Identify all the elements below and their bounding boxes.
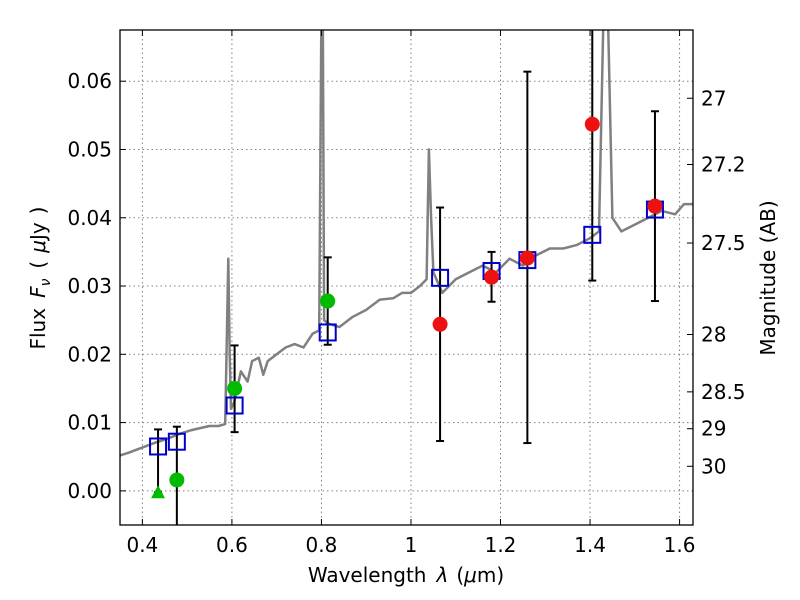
red-point-1 [484,269,500,285]
y-tick-label-6: 0.06 [67,69,112,93]
x-tick-label-0: 0.4 [126,533,158,557]
plot-frame [119,29,694,526]
y-tick-label-5: 0.05 [67,137,112,161]
model-square-0 [149,437,168,456]
spectrum-line [120,30,693,457]
y-axis-title: FluxFν(μJy) [26,206,54,349]
x-tick-label-5: 1.4 [574,533,606,557]
red-point-3 [584,116,600,132]
x-tick-label-4: 1.2 [485,533,517,557]
y-tick-label-4: 0.04 [67,206,112,230]
y2-tick-label-1: 27.2 [701,153,746,177]
y2-axis-title: Magnitude (AB) [756,200,780,355]
red-point-2 [519,250,535,266]
x-tick-label-1: 0.6 [216,533,248,557]
green-point-1 [227,380,243,396]
y-tick-label-2: 0.02 [67,342,112,366]
x-tick-label-3: 1 [405,533,418,557]
y2-tick-label-3: 28 [701,323,726,347]
x-tick-label-6: 1.6 [664,533,696,557]
model-square-7 [583,225,602,244]
y2-tick-label-0: 27 [701,86,726,110]
grid [120,30,693,525]
spectrum-series [120,30,693,457]
ticks: 0.4 0.6 0.8 1 1.2 1.4 1.6 0.00 0.01 0.02 0.03 0.04 0… [67,30,746,557]
markers [149,116,664,499]
y2-tick-label-4: 28.5 [701,380,746,404]
model-square-4 [431,268,450,287]
y2-tick-label-5: 29 [701,417,726,441]
x-tick-label-2: 0.8 [306,533,338,557]
model-square-2 [225,396,244,415]
model-square-1 [167,432,186,451]
green-point-2 [320,293,336,309]
green-point-0 [169,472,185,488]
y2-tick-label-2: 27.5 [701,231,746,255]
x-axis-title: Wavelength λ (μm) [308,563,504,587]
y2-tick-label-6: 30 [701,454,726,478]
y-tick-label-0: 0.00 [67,479,112,503]
red-point-0 [432,316,448,332]
model-square-3 [318,323,337,342]
y-tick-label-3: 0.03 [67,274,112,298]
red-point-4 [647,198,663,214]
green-limit-triangle-0 [151,485,166,499]
y-tick-label-1: 0.01 [67,411,112,435]
